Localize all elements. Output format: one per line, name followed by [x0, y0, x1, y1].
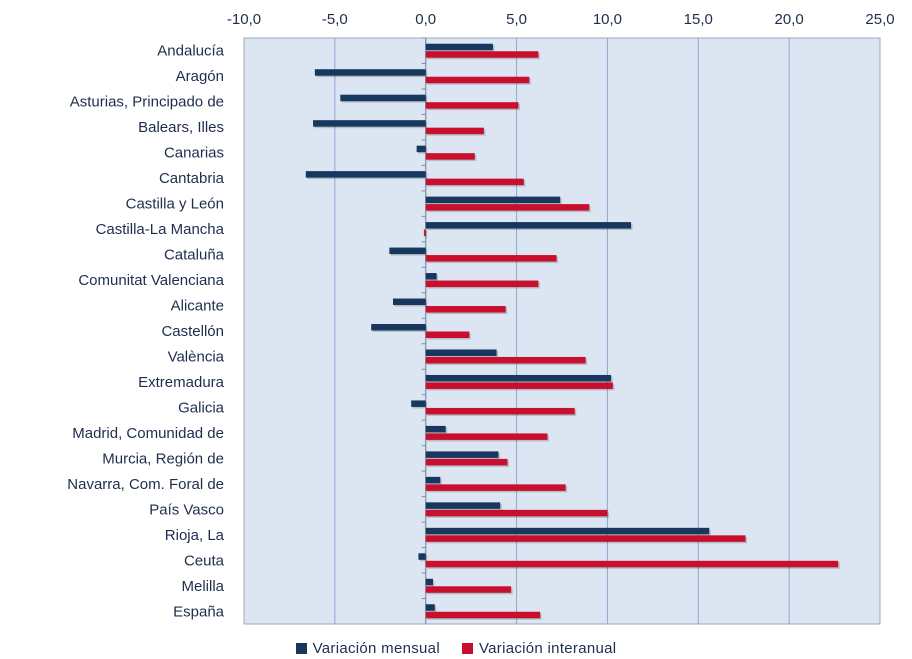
category-label: Melilla	[181, 578, 224, 595]
bar-variacion-interanual	[425, 484, 566, 491]
bar-variacion-mensual	[416, 145, 426, 153]
category-label: Andalucía	[157, 43, 224, 60]
bar-variacion-interanual	[425, 382, 613, 389]
bar-variacion-interanual	[425, 331, 470, 338]
bar-variacion-interanual	[425, 586, 512, 593]
bar-variacion-mensual	[425, 196, 561, 204]
x-tick-label: 10,0	[593, 11, 622, 28]
category-label: Cataluña	[164, 247, 225, 264]
category-label: Canarias	[164, 145, 224, 162]
bar-shadow	[425, 231, 428, 238]
bar-variacion-interanual	[425, 102, 519, 109]
bar-variacion-mensual	[340, 94, 426, 102]
bar-variacion-interanual	[423, 229, 426, 237]
bar-variacion-interanual	[425, 560, 839, 568]
bar-variacion-mensual	[313, 120, 426, 127]
legend-label-mensual: Variación mensual	[312, 639, 440, 657]
bar-variacion-interanual	[425, 458, 508, 466]
bars	[305, 43, 840, 620]
bar-variacion-interanual	[425, 356, 586, 364]
bar-variacion-interanual	[425, 51, 539, 58]
bar-variacion-mensual	[425, 502, 501, 509]
category-label: Navarra, Com. Foral de	[67, 476, 224, 493]
bar-variacion-interanual	[425, 178, 524, 186]
bar-variacion-interanual	[425, 255, 557, 262]
x-tick-label: 0,0	[415, 11, 436, 28]
bar-variacion-interanual	[425, 280, 539, 288]
category-label: Galicia	[178, 399, 225, 416]
category-label: Castellón	[161, 323, 224, 340]
bar-variacion-interanual	[425, 127, 484, 135]
x-tick-label: 25,0	[865, 11, 894, 28]
category-label: Castilla y León	[126, 196, 224, 213]
bar-variacion-mensual	[425, 43, 493, 51]
bar-variacion-mensual	[425, 527, 710, 535]
bar-variacion-mensual	[425, 604, 435, 611]
category-label: Rioja, La	[165, 527, 225, 544]
bar-variacion-mensual	[389, 247, 426, 255]
category-label: Comunitat Valenciana	[78, 272, 224, 289]
bar-variacion-mensual	[425, 222, 632, 229]
x-tick-label: 5,0	[506, 11, 527, 28]
bar-variacion-mensual	[425, 578, 433, 586]
legend-item-mensual: Variación mensual	[295, 639, 440, 657]
category-label: Madrid, Comunidad de	[72, 425, 224, 442]
bar-variacion-mensual	[305, 171, 426, 178]
bar-variacion-interanual	[425, 509, 608, 517]
bar-variacion-mensual	[425, 425, 446, 433]
bar-variacion-interanual	[425, 76, 530, 84]
legend-item-interanual: Variación interanual	[461, 639, 617, 657]
legend: Variación mensual Variación interanual	[0, 637, 912, 659]
legend-swatch-mensual	[295, 642, 307, 654]
bar-variacion-interanual	[425, 535, 746, 542]
bar-variacion-mensual	[425, 273, 437, 280]
category-label: Extremadura	[138, 374, 225, 391]
category-label: Alicante	[171, 298, 224, 315]
bar-variacion-mensual	[425, 349, 497, 356]
bar-variacion-interanual	[425, 153, 475, 160]
bar-variacion-interanual	[425, 433, 548, 440]
bar-variacion-interanual	[425, 611, 541, 619]
category-label: Cantabria	[159, 170, 225, 187]
bar-chart: -10,0 -5,0 0,0 5,0 10,0 15,0 20,0 25,0 Andalucí…	[67, 11, 895, 625]
bar-variacion-mensual	[411, 400, 426, 407]
legend-swatch-interanual	[461, 642, 473, 654]
category-label: Aragón	[176, 68, 224, 85]
bar-variacion-mensual	[425, 451, 499, 458]
bar-variacion-mensual	[425, 374, 612, 382]
bar-variacion-mensual	[314, 69, 426, 76]
bar-variacion-interanual	[425, 306, 506, 313]
category-label: Ceuta	[184, 552, 225, 569]
bar-variacion-mensual	[425, 476, 441, 484]
x-tick-label: -5,0	[322, 11, 348, 28]
bar-variacion-interanual	[425, 204, 590, 211]
x-tick-label: 15,0	[684, 11, 713, 28]
category-label: Balears, Illes	[138, 119, 224, 136]
bar-variacion-mensual	[371, 324, 426, 331]
legend-label-interanual: Variación interanual	[478, 639, 617, 657]
x-tick-label: -10,0	[227, 11, 261, 28]
category-label: Murcia, Región de	[102, 450, 224, 467]
category-label: Castilla-La Mancha	[96, 221, 225, 238]
y-axis: Andalucía Aragón Asturias, Principado de Ba…	[67, 43, 224, 621]
bar-variacion-mensual	[418, 553, 426, 560]
x-axis: -10,0 -5,0 0,0 5,0 10,0 15,0 20,0 25,0	[227, 11, 895, 28]
category-label: Asturias, Principado de	[70, 94, 224, 111]
bar-variacion-mensual	[393, 298, 426, 306]
category-label: España	[173, 603, 225, 620]
gridlines	[334, 37, 790, 624]
plot-area	[243, 37, 881, 625]
category-label: València	[168, 348, 225, 365]
category-label: País Vasco	[149, 501, 224, 518]
x-tick-label: 20,0	[775, 11, 804, 28]
bar-variacion-interanual	[425, 407, 575, 415]
